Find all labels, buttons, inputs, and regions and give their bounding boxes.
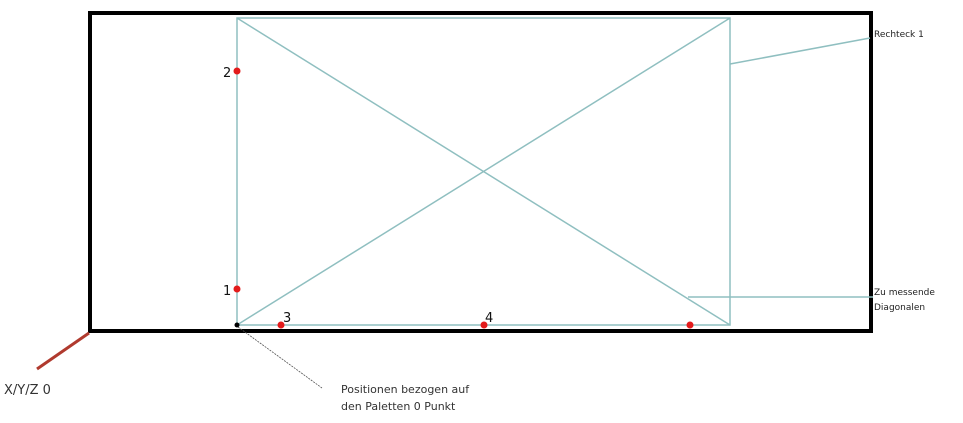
point-label-2: 2 — [223, 66, 231, 81]
point-label-1: 1 — [223, 284, 231, 299]
diagonals-label-line-1: Zu messende — [874, 288, 935, 298]
measurement-point-3 — [277, 321, 285, 329]
measurement-point-4 — [480, 321, 488, 329]
point-label-4: 4 — [485, 311, 493, 326]
measurement-point-2 — [233, 67, 241, 75]
measurement-point-5 — [686, 321, 694, 329]
diagonal-bottom-left-top-right — [236, 17, 731, 326]
reference-note-line-1: Positionen bezogen auf — [341, 383, 470, 396]
rectangle-label: Rechteck 1 — [874, 30, 924, 40]
pallet-outline — [88, 11, 873, 333]
origin-label: X/Y/Z 0 — [4, 383, 51, 398]
reference-leader-line — [237, 326, 323, 389]
diagonals-label-line-2: Diagonalen — [874, 303, 925, 313]
measurement-point-1 — [233, 285, 241, 293]
origin-axis-line — [36, 331, 90, 371]
point-label-3: 3 — [283, 311, 291, 326]
pallet-zero-point-marker — [234, 322, 240, 328]
rectangle-leader-line — [729, 37, 871, 65]
reference-note-line-2: den Paletten 0 Punkt — [341, 400, 456, 413]
